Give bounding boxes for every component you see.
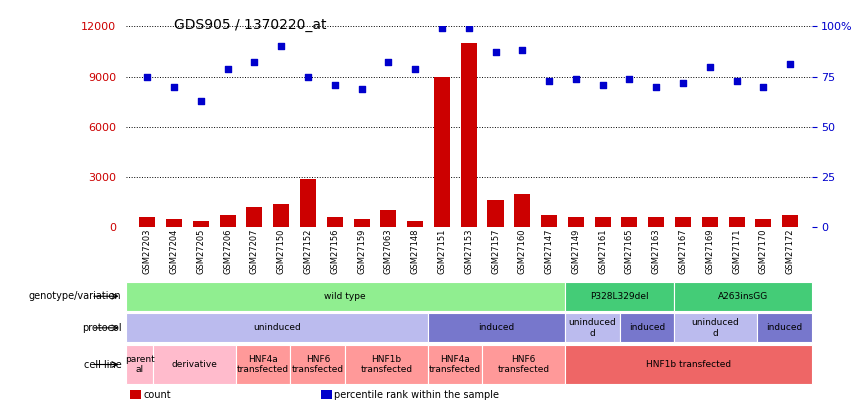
- Point: [408, 65, 422, 72]
- Bar: [461, 43, 477, 227]
- Point: [274, 43, 288, 50]
- FancyBboxPatch shape: [674, 313, 757, 342]
- Point: [489, 49, 503, 55]
- Point: [141, 73, 155, 80]
- FancyBboxPatch shape: [428, 313, 565, 342]
- Text: HNF1b transfected: HNF1b transfected: [646, 360, 731, 369]
- Text: induced: induced: [766, 323, 802, 333]
- Point: [220, 65, 234, 72]
- Bar: [193, 222, 209, 227]
- Point: [435, 25, 449, 32]
- Text: A263insGG: A263insGG: [718, 292, 768, 301]
- Bar: [220, 215, 236, 227]
- FancyBboxPatch shape: [674, 282, 812, 311]
- Point: [168, 83, 181, 90]
- Bar: [621, 217, 637, 227]
- Text: percentile rank within the sample: percentile rank within the sample: [334, 390, 499, 400]
- Text: induced: induced: [629, 323, 665, 333]
- Bar: [514, 194, 530, 227]
- FancyBboxPatch shape: [126, 345, 154, 384]
- Text: cell line: cell line: [84, 360, 122, 369]
- Text: uninduced: uninduced: [253, 323, 300, 333]
- Bar: [166, 219, 182, 227]
- FancyBboxPatch shape: [565, 313, 620, 342]
- Text: HNF4a
transfected: HNF4a transfected: [237, 355, 289, 374]
- Point: [730, 77, 744, 84]
- Point: [301, 73, 315, 80]
- Text: uninduced
d: uninduced d: [569, 318, 616, 337]
- Bar: [701, 217, 718, 227]
- Point: [676, 79, 690, 86]
- Point: [516, 47, 529, 54]
- FancyBboxPatch shape: [620, 313, 674, 342]
- Text: protocol: protocol: [82, 323, 122, 333]
- Point: [247, 59, 261, 66]
- Point: [649, 83, 663, 90]
- FancyBboxPatch shape: [483, 345, 565, 384]
- FancyBboxPatch shape: [291, 345, 345, 384]
- FancyBboxPatch shape: [126, 282, 565, 311]
- Text: P328L329del: P328L329del: [590, 292, 649, 301]
- FancyBboxPatch shape: [565, 345, 812, 384]
- Point: [703, 63, 717, 70]
- Point: [328, 81, 342, 88]
- Text: uninduced
d: uninduced d: [692, 318, 740, 337]
- Bar: [353, 219, 370, 227]
- Point: [462, 25, 476, 32]
- Point: [756, 83, 770, 90]
- Bar: [675, 217, 691, 227]
- Point: [355, 85, 369, 92]
- Bar: [728, 217, 745, 227]
- Bar: [273, 204, 289, 227]
- Point: [542, 77, 556, 84]
- Bar: [648, 217, 664, 227]
- FancyBboxPatch shape: [428, 345, 483, 384]
- Bar: [247, 207, 262, 227]
- Text: parent
al: parent al: [125, 355, 155, 374]
- Point: [622, 75, 636, 82]
- Text: HNF6
transfected: HNF6 transfected: [292, 355, 344, 374]
- FancyBboxPatch shape: [126, 313, 428, 342]
- Bar: [782, 215, 799, 227]
- Text: GDS905 / 1370220_at: GDS905 / 1370220_at: [174, 18, 326, 32]
- Point: [381, 59, 395, 66]
- Bar: [434, 77, 450, 227]
- Text: HNF4a
transfected: HNF4a transfected: [429, 355, 481, 374]
- Text: HNF6
transfected: HNF6 transfected: [497, 355, 549, 374]
- FancyBboxPatch shape: [757, 313, 812, 342]
- Text: wild type: wild type: [325, 292, 366, 301]
- Text: induced: induced: [478, 323, 514, 333]
- Text: count: count: [143, 390, 171, 400]
- Bar: [326, 217, 343, 227]
- Point: [569, 75, 582, 82]
- Text: genotype/variation: genotype/variation: [29, 291, 122, 301]
- Bar: [755, 219, 772, 227]
- Point: [783, 61, 797, 68]
- FancyBboxPatch shape: [345, 345, 428, 384]
- Text: derivative: derivative: [172, 360, 217, 369]
- Bar: [488, 200, 503, 227]
- Point: [194, 98, 207, 104]
- FancyBboxPatch shape: [235, 345, 291, 384]
- Bar: [568, 217, 584, 227]
- FancyBboxPatch shape: [154, 345, 235, 384]
- Bar: [541, 215, 557, 227]
- Bar: [300, 179, 316, 227]
- Text: HNF1b
transfected: HNF1b transfected: [360, 355, 412, 374]
- Bar: [380, 211, 397, 227]
- FancyBboxPatch shape: [565, 282, 674, 311]
- Bar: [139, 217, 155, 227]
- Bar: [407, 220, 424, 227]
- Bar: [595, 217, 611, 227]
- Point: [595, 81, 609, 88]
